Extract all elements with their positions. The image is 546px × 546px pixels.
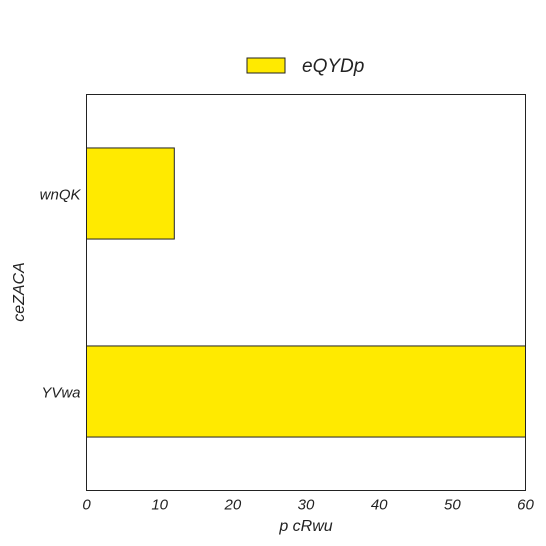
y-tick-label-YVwa: YVwa bbox=[41, 385, 80, 402]
plot-frame bbox=[86, 94, 526, 491]
legend-label: eQYDp bbox=[302, 56, 364, 77]
bars bbox=[86, 147, 526, 438]
legend: eQYDp bbox=[246, 56, 364, 77]
y-axis-ticks: wnQK YVwa bbox=[40, 187, 82, 402]
legend-swatch bbox=[246, 57, 286, 74]
y-tick-label-wnQK: wnQK bbox=[40, 187, 82, 204]
x-tick-label-30: 30 bbox=[298, 497, 315, 514]
x-tick-label-40: 40 bbox=[371, 497, 388, 514]
x-tick-label-60: 60 bbox=[517, 497, 534, 514]
x-tick-label-0: 0 bbox=[82, 497, 91, 514]
x-axis-ticks: 0 10 20 30 40 50 60 bbox=[82, 497, 534, 514]
bar-YVwa bbox=[86, 345, 526, 438]
y-axis-label: ceZACA bbox=[11, 262, 28, 322]
x-tick-label-50: 50 bbox=[444, 497, 461, 514]
x-tick-label-10: 10 bbox=[151, 497, 168, 514]
x-axis-label: p cRwu bbox=[278, 518, 332, 535]
bar-wnQK bbox=[86, 147, 175, 240]
x-tick-label-20: 20 bbox=[223, 497, 241, 514]
